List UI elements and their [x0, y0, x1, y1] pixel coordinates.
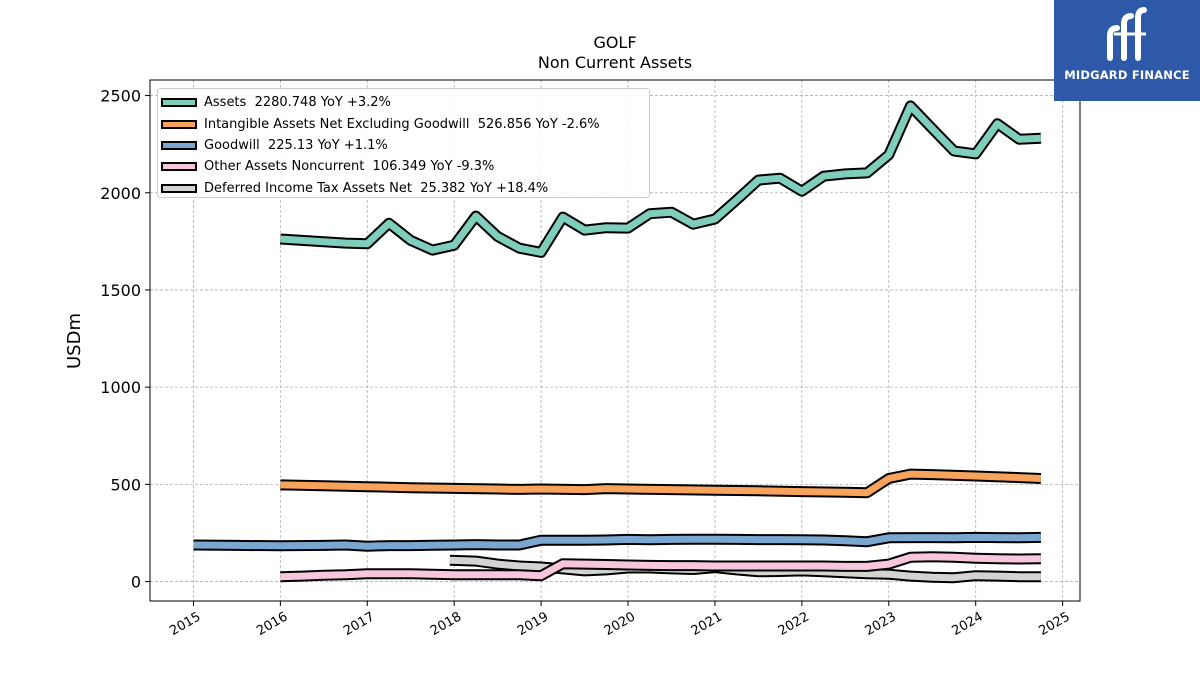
legend-label: Intangible Assets Net Excluding Goodwill…: [204, 116, 600, 132]
y-tick-label: 1000: [100, 378, 141, 397]
x-tick-label: 2023: [863, 609, 899, 639]
y-tick-label: 0: [131, 573, 141, 592]
logo-text: MIDGARD FINANCE: [1064, 68, 1190, 82]
legend-item: Intangible Assets Net Excluding Goodwill…: [158, 113, 649, 134]
series-other-assets-noncurrent: [280, 551, 1041, 583]
legend-label: Other Assets Noncurrent 106.349 YoY -9.3…: [204, 159, 495, 175]
y-axis: 0 500 1000 1500 2000 2500: [100, 87, 150, 592]
legend-item: Assets 2280.748 YoY +3.2%: [158, 92, 649, 113]
legend-item: Goodwill 225.13 YoY +1.1%: [158, 135, 649, 156]
series-goodwill: [193, 531, 1042, 552]
x-tick-label: 2024: [950, 609, 986, 639]
x-tick-label: 2016: [254, 609, 290, 639]
chart-subtitle: Non Current Assets: [537, 53, 693, 72]
series-assets: [280, 100, 1042, 258]
series-lines: [193, 100, 1042, 584]
y-tick-label: 2000: [100, 184, 141, 203]
y-tick-label: 500: [110, 475, 141, 494]
x-tick-label: 2020: [602, 609, 638, 639]
legend-label: Goodwill 225.13 YoY +1.1%: [204, 137, 388, 153]
x-tick-label: 2021: [689, 609, 725, 639]
series-line: [280, 553, 1041, 581]
legend-swatch: [161, 183, 197, 193]
legend-swatch: [161, 140, 197, 150]
y-tick-label: 1500: [100, 281, 141, 300]
legend-swatch: [161, 162, 197, 172]
chart-title: GOLF: [593, 33, 637, 52]
x-axis: 2015 2016 2017 2018 2019 2020 2021 2022 2023 2024…: [167, 601, 1073, 639]
legend-swatch: [161, 98, 197, 108]
x-tick-label: 2022: [776, 609, 812, 639]
brand-logo: MIDGARD FINANCE: [1054, 0, 1200, 101]
y-tick-label: 2500: [100, 87, 141, 106]
legend-item: Other Assets Noncurrent 106.349 YoY -9.3…: [158, 156, 649, 177]
legend-item: Deferred Income Tax Assets Net 25.382 Yo…: [158, 178, 649, 199]
logo-mark-icon: [1107, 7, 1147, 61]
y-axis-label: USDm: [64, 313, 85, 369]
plot-frame: [149, 79, 1081, 602]
x-tick-label: 2025: [1036, 609, 1072, 639]
x-tick-label: 2018: [428, 609, 464, 639]
x-tick-label: 2015: [167, 609, 203, 639]
series-line: [193, 533, 1041, 550]
x-tick-label: 2019: [515, 609, 551, 639]
series-line: [280, 470, 1042, 497]
legend-label: Assets 2280.748 YoY +3.2%: [204, 95, 391, 111]
legend-swatch: [161, 119, 197, 129]
legend-label: Deferred Income Tax Assets Net 25.382 Yo…: [204, 180, 549, 196]
series-line: [280, 102, 1042, 256]
series-intangible-assets-net-excluding-goodwill: [280, 468, 1042, 499]
x-tick-label: 2017: [341, 609, 377, 639]
legend: Assets 2280.748 YoY +3.2% Intangible Asse…: [157, 88, 650, 198]
